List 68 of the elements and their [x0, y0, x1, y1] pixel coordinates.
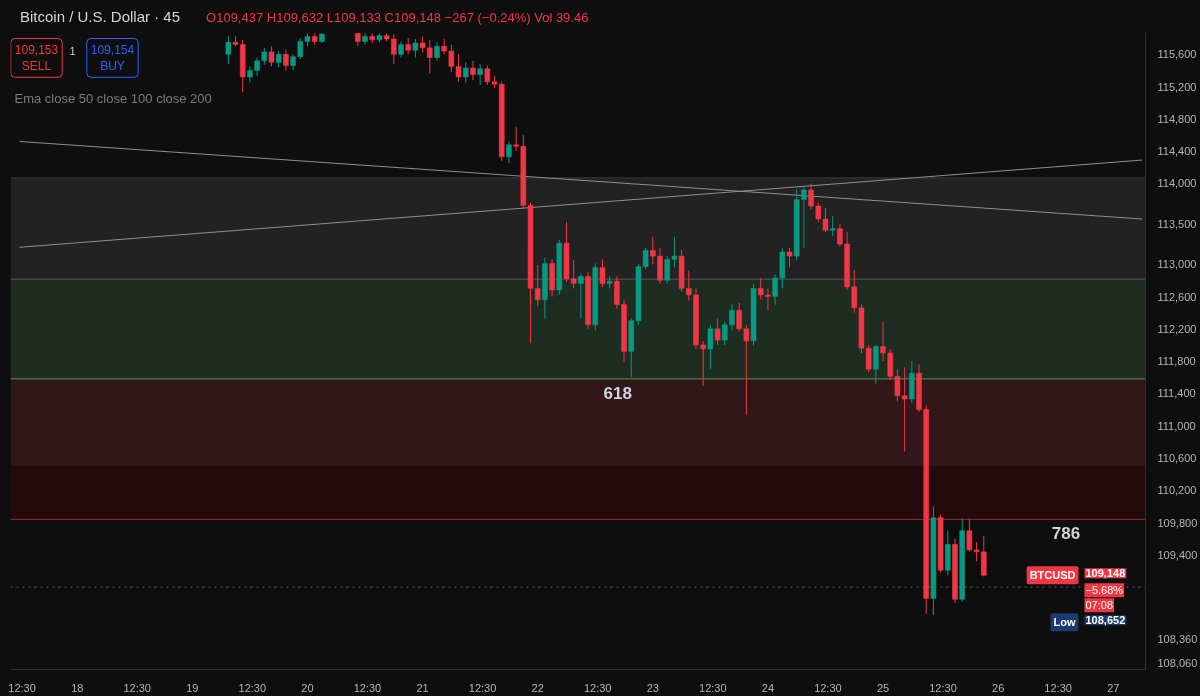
x-tick-label: 26: [992, 681, 1005, 694]
candlestick: [599, 258, 606, 288]
candlestick: [477, 63, 483, 86]
x-tick-label: 24: [761, 681, 775, 694]
y-tick-label: 111,800: [1157, 355, 1196, 368]
candlestick: [362, 32, 368, 46]
candlestick: [412, 38, 419, 59]
x-tick-label: 23: [646, 681, 659, 694]
candlestick: [707, 324, 714, 370]
candlestick: [578, 273, 584, 319]
x-tick-label: 27: [1107, 681, 1120, 694]
y-tick-label: 109,400: [1157, 548, 1198, 561]
x-tick-label: 18: [71, 681, 84, 694]
annotation: SELL: [21, 59, 52, 74]
x-tick-label: 20: [301, 681, 314, 694]
annotation: BTCUSD: [1029, 569, 1076, 582]
y-tick-label: 115,200: [1157, 80, 1197, 93]
y-tick-label: 113,000: [1157, 258, 1197, 271]
candlestick: [786, 247, 793, 268]
annotation: BUY: [100, 59, 125, 74]
y-tick-label: 112,600: [1157, 290, 1197, 303]
x-tick-label: 12:30: [929, 681, 957, 694]
x-tick-label: 12:30: [1044, 681, 1072, 694]
x-tick-label: 21: [416, 681, 429, 694]
y-tick-label: 108,360: [1157, 632, 1198, 645]
annotation: 618: [603, 383, 632, 403]
annotation: 109,148: [1085, 567, 1126, 580]
y-tick-label: 114,800: [1157, 112, 1197, 125]
annotation: 109,154: [90, 42, 135, 57]
y-tick-label: 113,500: [1157, 217, 1197, 230]
annotation: 109,153: [14, 42, 59, 57]
y-tick-label: 115,600: [1157, 48, 1197, 61]
candlestick: [873, 344, 879, 385]
candlestick: [714, 317, 721, 346]
annotation: Ema close 50 close 100 close 200: [14, 90, 212, 106]
annotation: 07:08: [1085, 599, 1114, 612]
x-tick-label: 12:30: [583, 681, 612, 694]
candlestick: [434, 41, 440, 62]
annotation: 1: [69, 44, 76, 57]
candlestick: [470, 60, 476, 81]
text: O109,437 H109,632 L109,133 C109,148 −267 (−0.24%) Vol 39.46: [206, 10, 589, 25]
x-tick-label: 12:30: [353, 681, 382, 694]
x-tick-label: 12:30: [8, 681, 36, 694]
y-tick-label: 111,400: [1157, 387, 1196, 400]
annotation: Low: [1053, 616, 1076, 629]
x-tick-label: 12:30: [238, 681, 267, 694]
y-tick-label: 111,000: [1157, 419, 1196, 432]
x-tick-label: 19: [186, 681, 199, 694]
y-tick-label: 110,200: [1157, 484, 1197, 497]
candlestick: [462, 61, 469, 84]
candlestick: [506, 140, 512, 164]
candlestick: [829, 215, 836, 237]
chart-title: Bitcoin / U.S. Dollar · 45: [20, 8, 181, 25]
annotation: 108,652: [1085, 614, 1126, 627]
y-tick-label: 108,060: [1157, 657, 1198, 670]
y-tick-label: 110,600: [1157, 451, 1197, 464]
y-tick-label: 114,400: [1157, 145, 1197, 158]
x-tick-label: 22: [531, 681, 544, 694]
x-tick-label: 12:30: [123, 681, 151, 694]
annotation: 786: [1051, 524, 1081, 544]
x-tick-label: 12:30: [468, 681, 497, 694]
y-tick-label: 114,000: [1157, 177, 1197, 190]
y-tick-label: 112,200: [1157, 322, 1197, 335]
annotation: −5.68%: [1085, 584, 1124, 597]
x-tick-label: 12:30: [699, 681, 727, 694]
x-tick-label: 25: [876, 681, 890, 694]
x-tick-label: 12:30: [814, 681, 842, 694]
y-tick-label: 109,800: [1157, 516, 1198, 529]
